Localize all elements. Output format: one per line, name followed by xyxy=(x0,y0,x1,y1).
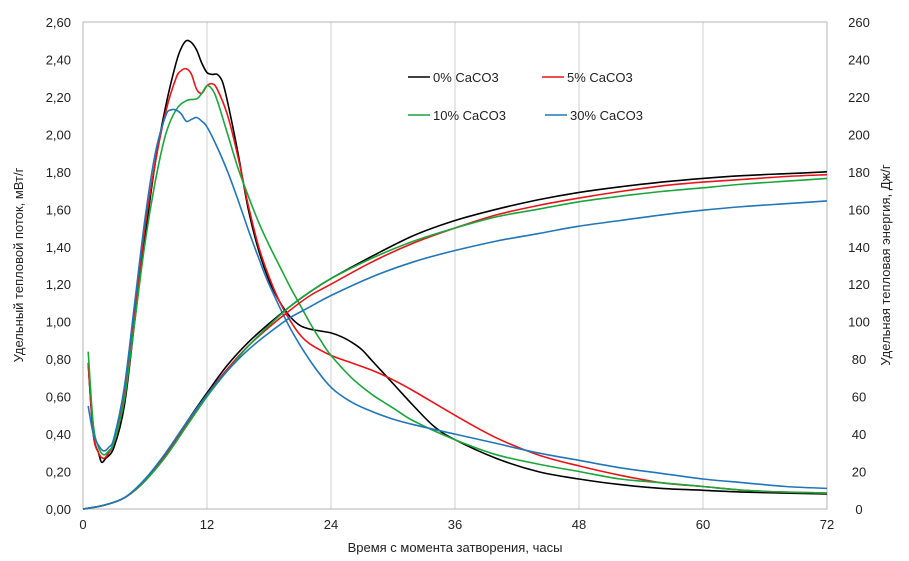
y-tick-label-left: 0,40 xyxy=(46,427,71,442)
plot-frame xyxy=(82,21,828,510)
series-line-flow-2 xyxy=(87,84,828,494)
y-tick-label-right: 120 xyxy=(848,277,870,292)
x-tick-label: 24 xyxy=(324,517,338,532)
legend-item-3: 30% CaCO3 xyxy=(545,108,643,123)
x-tick-label: 60 xyxy=(696,517,710,532)
legend: 0% CaCO3 5% CaCO3 10% CaCO3 30% CaCO3 xyxy=(408,70,643,123)
y-tick-label-right: 40 xyxy=(852,427,866,442)
y-tick-label-left: 1,20 xyxy=(46,277,71,292)
tick-labels: 0 12 24 36 48 60 72 0,00 0,20 0,40 0,60 0,80 1,00 1,2… xyxy=(46,15,870,532)
y-tick-label-right: 100 xyxy=(848,315,870,330)
y-tick-label-left: 2,60 xyxy=(46,15,71,30)
y-tick-label-right: 220 xyxy=(848,90,870,105)
y-tick-label-left: 2,40 xyxy=(46,52,71,67)
y-tick-label-left: 0,60 xyxy=(46,390,71,405)
legend-label-2: 10% CaCO3 xyxy=(433,108,506,123)
series-layer xyxy=(82,39,828,510)
y-tick-label-right: 200 xyxy=(848,127,870,142)
series-line-energy-6 xyxy=(82,177,828,510)
y-tick-label-right: 80 xyxy=(852,352,866,367)
x-tick-label: 72 xyxy=(820,517,834,532)
y-tick-label-right: 60 xyxy=(852,390,866,405)
y-tick-label-left: 0,00 xyxy=(46,502,71,517)
legend-item-0: 0% CaCO3 xyxy=(408,70,499,85)
legend-label-1: 5% CaCO3 xyxy=(567,70,633,85)
y-tick-label-right: 260 xyxy=(848,15,870,30)
series-line-flow-3 xyxy=(87,108,828,490)
y-tick-label-left: 1,80 xyxy=(46,165,71,180)
legend-item-1: 5% CaCO3 xyxy=(542,70,633,85)
x-tick-label: 48 xyxy=(572,517,586,532)
x-axis-label: Время с момента затворения, часы xyxy=(348,540,563,555)
y-tick-label-left: 1,60 xyxy=(46,202,71,217)
y-tick-label-right: 0 xyxy=(855,502,862,517)
y-tick-label-left: 2,00 xyxy=(46,127,71,142)
x-tick-label: 0 xyxy=(79,517,86,532)
y-tick-label-left: 0,20 xyxy=(46,465,71,480)
y-axis-label-left: Удельный тепловой поток, мВт/г xyxy=(11,167,26,362)
y-tick-label-right: 20 xyxy=(852,465,866,480)
x-tick-label: 12 xyxy=(200,517,214,532)
x-tick-label: 36 xyxy=(448,517,462,532)
y-tick-label-right: 160 xyxy=(848,202,870,217)
y-tick-label-right: 240 xyxy=(848,52,870,67)
legend-label-3: 30% CaCO3 xyxy=(570,108,643,123)
y-tick-label-left: 1,40 xyxy=(46,240,71,255)
legend-label-0: 0% CaCO3 xyxy=(433,70,499,85)
y-tick-label-right: 140 xyxy=(848,240,870,255)
y-tick-label-left: 2,20 xyxy=(46,90,71,105)
series-line-energy-7 xyxy=(82,200,828,510)
y-tick-label-left: 0,80 xyxy=(46,352,71,367)
y-axis-label-right: Удельная тепловая энергия, Дж/г xyxy=(878,164,893,365)
y-tick-label-right: 180 xyxy=(848,165,870,180)
legend-item-2: 10% CaCO3 xyxy=(408,108,506,123)
series-line-flow-1 xyxy=(87,67,828,494)
y-tick-label-left: 1,00 xyxy=(46,315,71,330)
grid-lines xyxy=(206,22,704,509)
series-line-energy-5 xyxy=(82,173,828,510)
